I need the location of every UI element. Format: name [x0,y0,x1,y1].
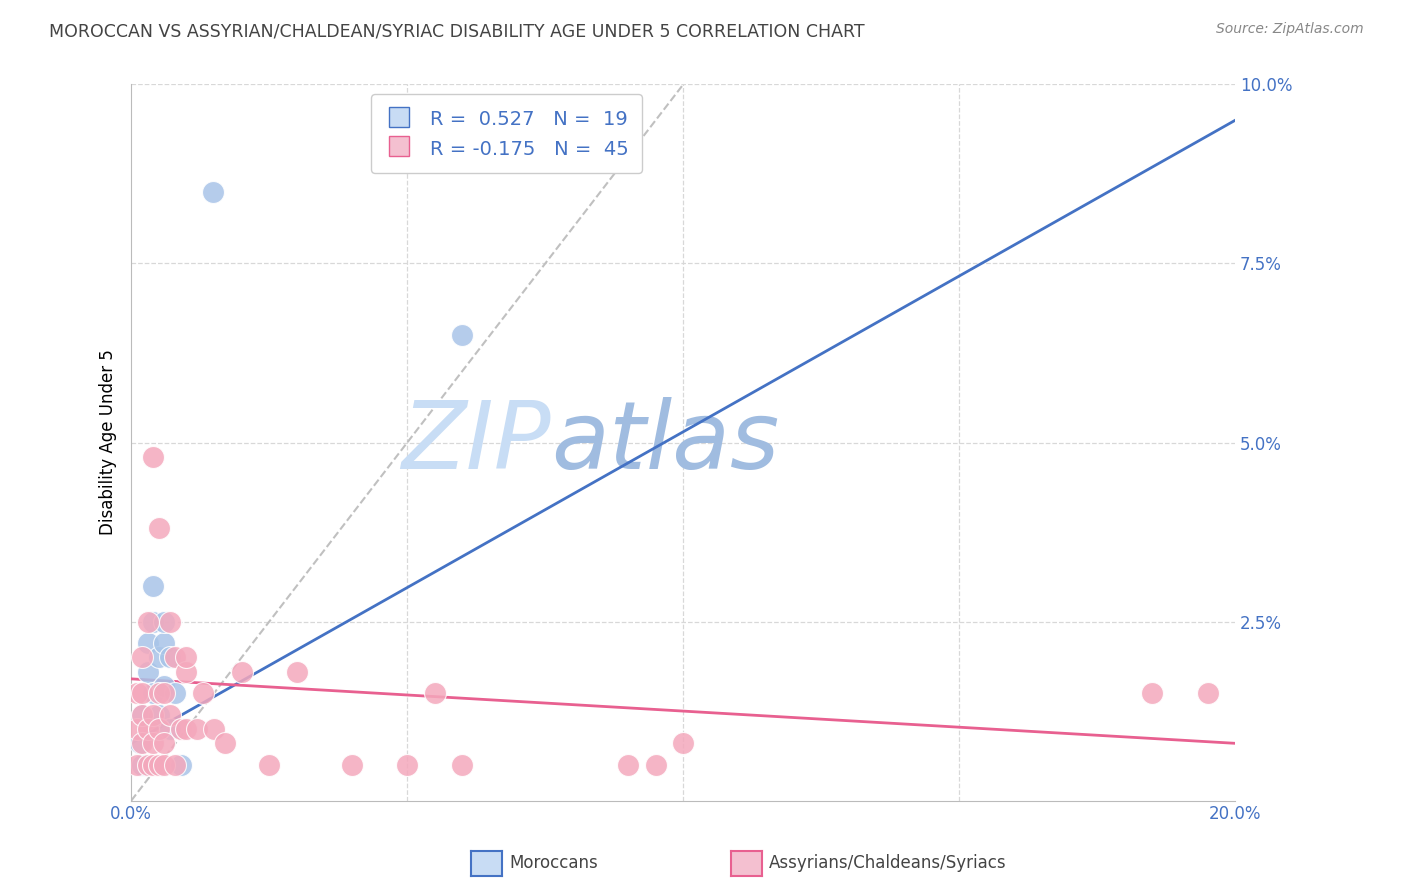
Point [1142,686,1164,700]
Point [131,650,153,665]
Point [170,757,193,772]
Point [451,757,474,772]
Point [451,328,474,343]
Point [202,722,225,736]
Point [148,707,170,722]
Point [644,757,666,772]
Point [128,736,150,750]
Point [165,650,187,665]
Text: atlas: atlas [551,397,779,488]
Text: Assyrians/Chaldeans/Syriacs: Assyrians/Chaldeans/Syriacs [769,855,1007,872]
Point [176,722,198,736]
Point [136,615,159,629]
Point [257,757,280,772]
Point [136,722,159,736]
Text: MOROCCAN VS ASSYRIAN/CHALDEAN/SYRIAC DISABILITY AGE UNDER 5 CORRELATION CHART: MOROCCAN VS ASSYRIAN/CHALDEAN/SYRIAC DIS… [49,22,865,40]
Point [142,615,165,629]
Point [153,636,176,650]
Point [148,521,170,535]
Point [231,665,253,679]
Point [131,686,153,700]
Point [153,679,176,693]
Point [136,636,159,650]
Point [142,707,165,722]
Point [153,686,176,700]
Point [153,757,176,772]
Point [142,579,165,593]
Point [125,686,148,700]
Text: Moroccans: Moroccans [509,855,598,872]
Point [153,615,176,629]
Point [131,707,153,722]
Point [125,722,148,736]
Point [170,722,193,736]
Point [148,686,170,700]
Y-axis label: Disability Age Under 5: Disability Age Under 5 [100,350,117,535]
Point [340,757,363,772]
Point [153,736,176,750]
Point [136,757,159,772]
Point [148,650,170,665]
Point [148,722,170,736]
Point [125,757,148,772]
Text: ZIP: ZIP [401,397,551,488]
Point [1197,686,1219,700]
Point [176,665,198,679]
Point [131,736,153,750]
Point [159,650,181,665]
Point [672,736,695,750]
Point [396,757,419,772]
Point [142,686,165,700]
Point [617,757,640,772]
Point [136,665,159,679]
Point [214,736,236,750]
Text: Source: ZipAtlas.com: Source: ZipAtlas.com [1216,22,1364,37]
Point [131,757,153,772]
Point [191,686,214,700]
Point [176,650,198,665]
Point [165,686,187,700]
Point [142,450,165,464]
Point [201,185,224,199]
Point [423,686,446,700]
Point [159,707,181,722]
Point [142,736,165,750]
Point [159,722,181,736]
Point [186,722,208,736]
Point [159,615,181,629]
Point [148,757,170,772]
Point [142,757,165,772]
Point [165,757,187,772]
Legend: R =  0.527   N =  19, R = -0.175   N =  45: R = 0.527 N = 19, R = -0.175 N = 45 [371,95,643,173]
Point [285,665,308,679]
Point [131,707,153,722]
